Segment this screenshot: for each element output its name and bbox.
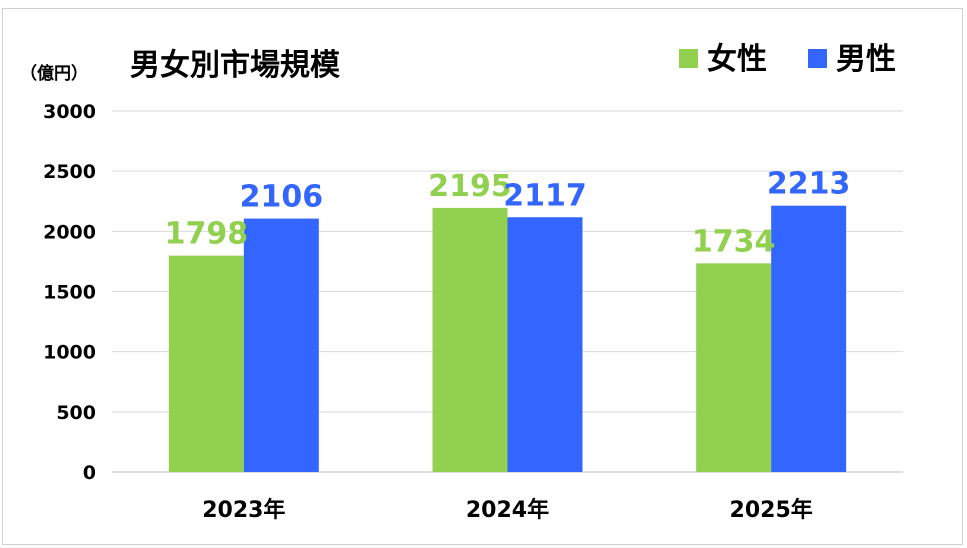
- legend-swatch-female: [679, 49, 698, 68]
- legend-swatch-male: [808, 49, 827, 68]
- bar-female-1: [432, 207, 508, 472]
- data-label: 2117: [503, 178, 587, 213]
- data-label: 2195: [428, 169, 512, 204]
- legend-label-male: 男性: [836, 42, 896, 77]
- legend-label-female: 女性: [707, 42, 767, 77]
- y-tick-label: 0: [83, 462, 96, 484]
- data-label: 2213: [767, 167, 851, 202]
- x-tick-label: 2025年: [730, 497, 813, 523]
- y-tick-label: 2000: [43, 221, 96, 243]
- bar-male-1: [507, 217, 583, 472]
- bar-female-0: [168, 255, 244, 472]
- bar-male-2: [771, 205, 847, 472]
- y-tick-label: 500: [56, 402, 96, 424]
- legend: 女性 男性: [679, 42, 896, 77]
- y-axis-unit-label: （億円）: [20, 63, 88, 84]
- y-tick-label: 3000: [43, 101, 96, 123]
- chart-title: 男女別市場規模: [130, 48, 340, 83]
- data-label: 1798: [165, 217, 249, 252]
- y-tick-label: 1500: [43, 282, 96, 304]
- data-label: 1734: [692, 224, 776, 259]
- y-tick-label: 2500: [43, 161, 96, 183]
- bar-male-0: [243, 218, 319, 472]
- bar-female-2: [696, 263, 772, 472]
- x-axis-ticks: 2023年 2024年 2025年: [202, 497, 813, 523]
- y-tick-label: 1000: [43, 342, 96, 364]
- x-tick-label: 2023年: [202, 497, 285, 523]
- bars: [168, 205, 847, 472]
- x-tick-label: 2024年: [466, 497, 549, 523]
- y-axis-ticks: 0 500 1000 1500 2000 2500 3000: [43, 101, 96, 484]
- data-label: 2106: [240, 180, 324, 215]
